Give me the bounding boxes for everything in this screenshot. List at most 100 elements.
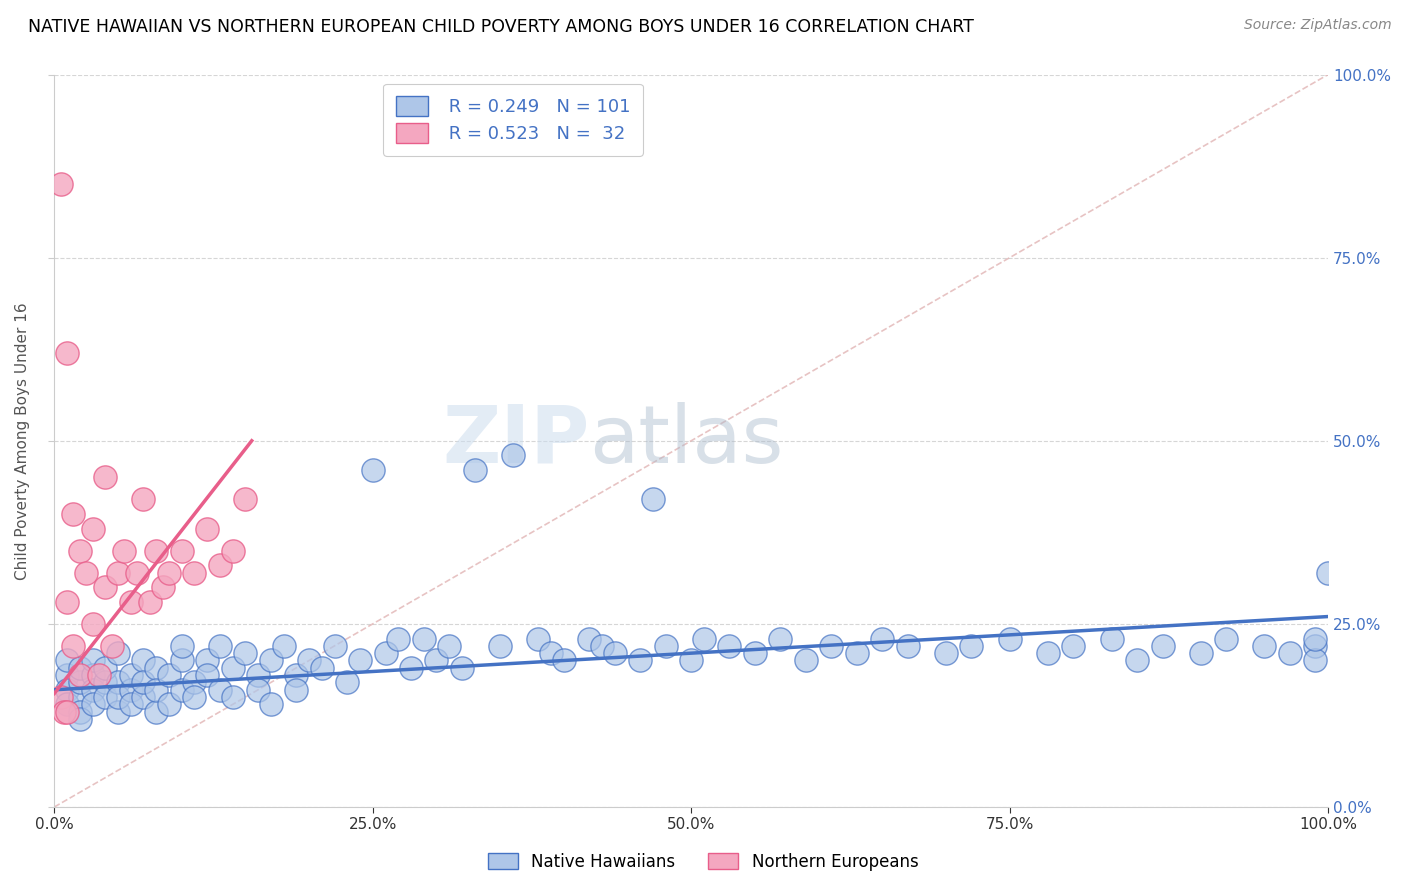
Point	[170, 543, 193, 558]
Point	[1253, 639, 1275, 653]
Point	[349, 653, 371, 667]
Point	[132, 690, 155, 705]
Point	[69, 712, 91, 726]
Point	[69, 661, 91, 675]
Point	[195, 522, 218, 536]
Point	[247, 682, 270, 697]
Point	[578, 632, 600, 646]
Point	[1101, 632, 1123, 646]
Point	[235, 492, 257, 507]
Point	[157, 698, 180, 712]
Point	[1278, 646, 1301, 660]
Point	[82, 653, 104, 667]
Point	[553, 653, 575, 667]
Point	[845, 646, 868, 660]
Point	[935, 646, 957, 660]
Point	[1317, 566, 1340, 580]
Point	[107, 646, 129, 660]
Point	[298, 653, 321, 667]
Point	[1126, 653, 1149, 667]
Point	[170, 639, 193, 653]
Point	[540, 646, 562, 660]
Point	[82, 522, 104, 536]
Point	[69, 543, 91, 558]
Point	[132, 653, 155, 667]
Point	[323, 639, 346, 653]
Point	[56, 705, 79, 719]
Point	[87, 668, 110, 682]
Point	[127, 566, 149, 580]
Text: NATIVE HAWAIIAN VS NORTHERN EUROPEAN CHILD POVERTY AMONG BOYS UNDER 16 CORRELATI: NATIVE HAWAIIAN VS NORTHERN EUROPEAN CHI…	[28, 18, 974, 36]
Point	[56, 682, 79, 697]
Point	[399, 661, 422, 675]
Point	[132, 492, 155, 507]
Point	[152, 580, 174, 594]
Point	[221, 690, 243, 705]
Point	[744, 646, 766, 660]
Point	[195, 668, 218, 682]
Point	[1189, 646, 1212, 660]
Point	[132, 675, 155, 690]
Point	[94, 675, 117, 690]
Legend: Native Hawaiians, Northern Europeans: Native Hawaiians, Northern Europeans	[479, 845, 927, 880]
Point	[62, 639, 84, 653]
Point	[56, 653, 79, 667]
Point	[387, 632, 409, 646]
Point	[628, 653, 651, 667]
Point	[107, 675, 129, 690]
Point	[897, 639, 920, 653]
Point	[285, 668, 308, 682]
Point	[107, 690, 129, 705]
Point	[75, 566, 97, 580]
Point	[82, 682, 104, 697]
Point	[56, 698, 79, 712]
Point	[94, 690, 117, 705]
Point	[437, 639, 460, 653]
Point	[641, 492, 664, 507]
Point	[336, 675, 359, 690]
Point	[49, 690, 72, 705]
Point	[56, 668, 79, 682]
Point	[527, 632, 550, 646]
Point	[157, 566, 180, 580]
Point	[208, 639, 231, 653]
Point	[56, 595, 79, 609]
Point	[94, 580, 117, 594]
Point	[1305, 639, 1327, 653]
Point	[464, 463, 486, 477]
Point	[769, 632, 792, 646]
Point	[681, 653, 703, 667]
Point	[120, 595, 142, 609]
Point	[145, 543, 167, 558]
Point	[1305, 653, 1327, 667]
Point	[145, 705, 167, 719]
Point	[489, 639, 512, 653]
Point	[1152, 639, 1174, 653]
Point	[69, 690, 91, 705]
Point	[82, 616, 104, 631]
Point	[872, 632, 894, 646]
Point	[591, 639, 613, 653]
Point	[94, 661, 117, 675]
Point	[451, 661, 474, 675]
Point	[998, 632, 1021, 646]
Point	[273, 639, 295, 653]
Point	[208, 682, 231, 697]
Point	[82, 698, 104, 712]
Point	[960, 639, 983, 653]
Point	[247, 668, 270, 682]
Point	[374, 646, 396, 660]
Point	[1305, 632, 1327, 646]
Point	[170, 653, 193, 667]
Point	[183, 690, 205, 705]
Point	[82, 668, 104, 682]
Point	[221, 543, 243, 558]
Y-axis label: Child Poverty Among Boys Under 16: Child Poverty Among Boys Under 16	[15, 301, 30, 580]
Point	[195, 653, 218, 667]
Point	[120, 698, 142, 712]
Point	[94, 470, 117, 484]
Point	[145, 682, 167, 697]
Point	[260, 653, 283, 667]
Point	[107, 705, 129, 719]
Point	[157, 668, 180, 682]
